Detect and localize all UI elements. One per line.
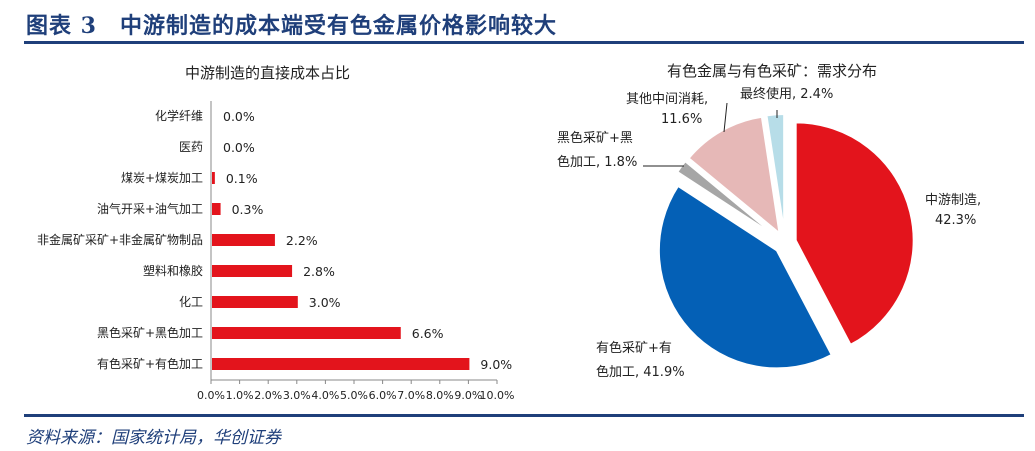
pie-slice xyxy=(794,121,915,347)
x-tick-label: 9.0% xyxy=(454,389,482,402)
slice-label: 其他中间消耗, xyxy=(626,92,708,107)
pie-chart: 中游制造, 42.3% 有色采矿+有色加工, 41.9% 黑色采矿+黑色加工, 1.8… xyxy=(557,86,981,380)
data-label: 2.2% xyxy=(286,233,318,248)
x-tick-label: 8.0% xyxy=(426,389,454,402)
bar xyxy=(212,265,293,277)
data-label: 2.8% xyxy=(303,264,335,279)
x-tick-label: 10.0% xyxy=(480,389,515,402)
bar xyxy=(212,172,215,184)
category-label: 有色采矿+有色加工 xyxy=(97,357,203,371)
slice-label: 最终使用, 2.4% xyxy=(740,86,833,102)
x-tick-label: 4.0% xyxy=(311,389,339,402)
bar xyxy=(212,327,401,339)
x-tick-label: 3.0% xyxy=(283,389,311,402)
bar-chart: 化学纤维 0.0% 医药 0.0% 煤炭+煤炭加工 0.1% 油气开采+油气加工 0.3% 非金… xyxy=(37,101,515,402)
pie-slice xyxy=(657,184,834,370)
slice-label: 中游制造, xyxy=(925,193,981,208)
pie-chart-title: 有色金属与有色采矿：需求分布 xyxy=(667,62,878,80)
data-label: 0.3% xyxy=(232,202,264,217)
slice-label: 色加工, 1.8% xyxy=(557,154,637,170)
data-label: 3.0% xyxy=(309,295,341,310)
x-tick-label: 2.0% xyxy=(254,389,282,402)
bar xyxy=(212,296,298,308)
data-label: 0.0% xyxy=(223,109,255,124)
slice-label: 色加工, 41.9% xyxy=(596,364,685,380)
x-tick-label: 5.0% xyxy=(340,389,368,402)
category-label: 煤炭+煤炭加工 xyxy=(121,171,203,185)
slice-label: 有色采矿+有 xyxy=(596,340,672,356)
pie-slice xyxy=(765,113,786,233)
x-tick-label: 1.0% xyxy=(226,389,254,402)
bar-chart-title: 中游制造的直接成本占比 xyxy=(185,64,351,82)
x-tick-label: 7.0% xyxy=(397,389,425,402)
pie-slice xyxy=(687,115,781,236)
category-label: 化学纤维 xyxy=(155,108,203,123)
category-label: 化工 xyxy=(179,295,203,309)
category-label: 医药 xyxy=(179,140,203,154)
x-tick-label: 0.0% xyxy=(197,389,225,402)
slice-label: 42.3% xyxy=(935,213,976,228)
slice-label: 黑色采矿+黑 xyxy=(557,130,633,146)
source-note: 资料来源：国家统计局，华创证券 xyxy=(26,428,281,448)
x-tick-label: 6.0% xyxy=(369,389,397,402)
bottom-divider xyxy=(24,414,1024,417)
data-label: 6.6% xyxy=(412,326,444,341)
figure-title: 图表 3 中游制造的成本端受有色金属价格影响较大 xyxy=(26,13,557,39)
pie-slice xyxy=(675,159,777,238)
category-label: 塑料和橡胶 xyxy=(143,263,203,278)
data-label: 0.1% xyxy=(226,171,258,186)
data-label: 0.0% xyxy=(223,140,255,155)
bar xyxy=(212,203,221,215)
leader-line xyxy=(723,102,728,133)
category-label: 黑色采矿+黑色加工 xyxy=(97,326,203,340)
top-divider xyxy=(24,41,1024,44)
category-label: 油气开采+油气加工 xyxy=(97,201,203,216)
data-label: 9.0% xyxy=(480,357,512,372)
category-label: 非金属矿采矿+非金属矿物制品 xyxy=(37,232,203,247)
slice-label: 11.6% xyxy=(661,112,702,127)
bar xyxy=(212,358,470,370)
bar xyxy=(212,234,275,246)
